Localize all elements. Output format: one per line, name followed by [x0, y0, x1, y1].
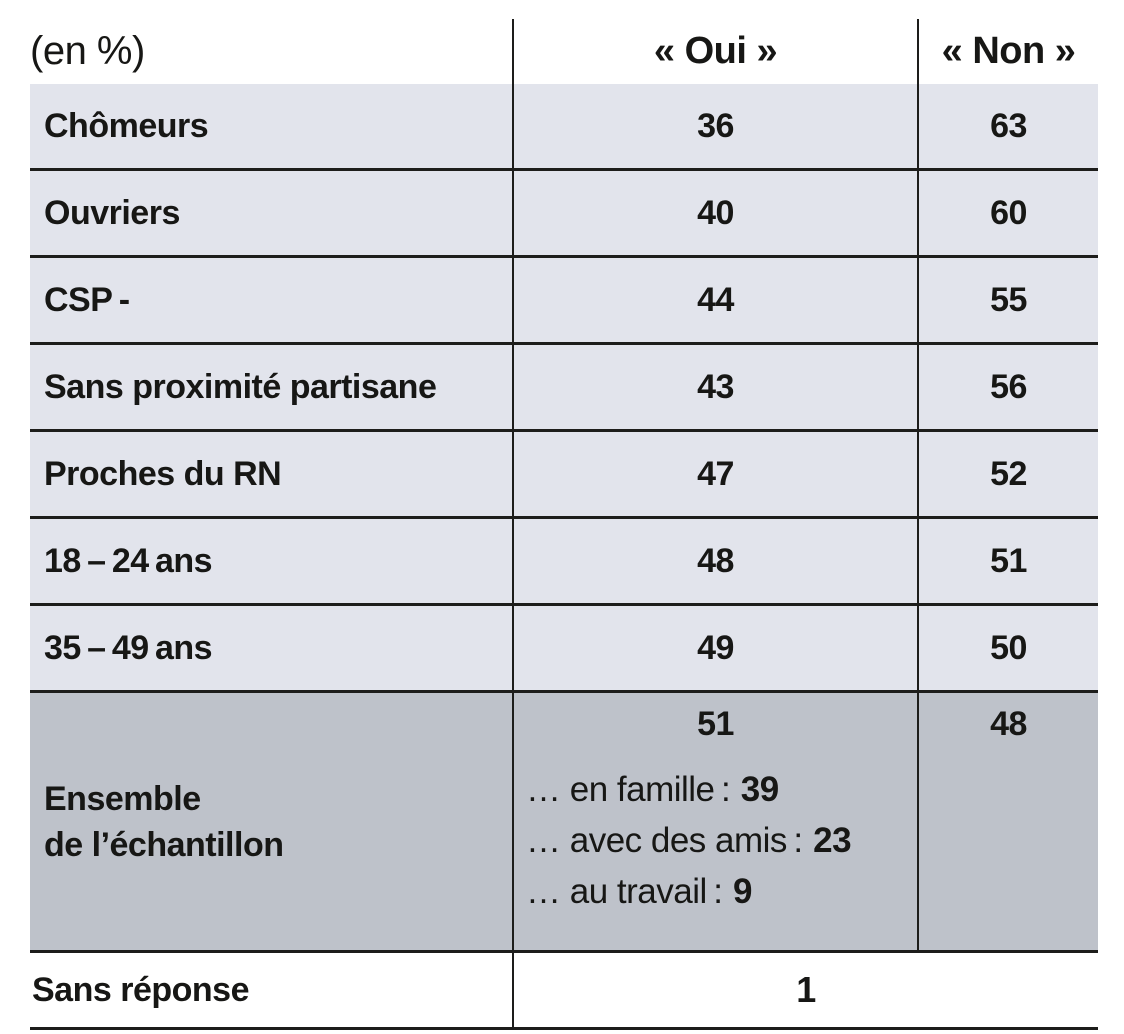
oui-value: 40: [512, 169, 918, 258]
oui-breakdown: … en famille :39 … avec des amis : 23 … a…: [514, 764, 917, 917]
non-value: 56: [917, 343, 1098, 432]
non-value: 52: [917, 430, 1098, 519]
oui-value: 49: [512, 604, 918, 693]
non-value: 63: [917, 84, 1098, 171]
unit-label: (en %): [30, 19, 513, 84]
ensemble-label-line1: Ensemble: [44, 779, 201, 818]
breakdown-text: … au travail :: [526, 872, 723, 911]
header-row: (en %) « Oui » « Non »: [30, 19, 1098, 84]
breakdown-value: 39: [740, 770, 779, 809]
row-label: 18 – 24 ans: [30, 517, 513, 606]
row-label: Sans réponse: [30, 951, 513, 1030]
breakdown-line: … avec des amis : 23: [526, 815, 917, 866]
non-value: 48: [917, 691, 1098, 953]
oui-value: 44: [512, 256, 918, 345]
table-row: 35 – 49 ans 49 50: [30, 604, 1098, 693]
ensemble-label-line2: de l’échantillon: [44, 825, 284, 864]
table-row: Sans proximité partisane 43 56: [30, 343, 1098, 432]
oui-value: 43: [512, 343, 918, 432]
breakdown-line: … en famille :39: [526, 764, 917, 815]
table-row: 18 – 24 ans 48 51: [30, 517, 1098, 606]
breakdown-line: … au travail :9: [526, 866, 917, 917]
ensemble-row: Ensemble de l’échantillon 51 … en famill…: [30, 691, 1098, 953]
row-label: 35 – 49 ans: [30, 604, 513, 693]
row-label: Sans proximité partisane: [30, 343, 513, 432]
non-value: 60: [917, 169, 1098, 258]
breakdown-value: 9: [732, 872, 752, 911]
breakdown-text: … en famille :: [526, 770, 731, 809]
row-label: Ensemble de l’échantillon: [30, 691, 513, 953]
row-label: CSP -: [30, 256, 513, 345]
oui-value: 36: [512, 84, 918, 171]
table-row: CSP - 44 55: [30, 256, 1098, 345]
oui-value: 47: [512, 430, 918, 519]
non-value: 51: [917, 517, 1098, 606]
ensemble-oui-cell: 51 … en famille :39 … avec des amis : 23 …: [512, 691, 918, 953]
survey-table: (en %) « Oui » « Non » Chômeurs 36 63 Ou…: [30, 19, 1098, 1030]
footer-row: Sans réponse 1: [30, 951, 1098, 1030]
oui-value: 48: [512, 517, 918, 606]
row-label: Proches du RN: [30, 430, 513, 519]
table-row: Proches du RN 47 52: [30, 430, 1098, 519]
table-row: Chômeurs 36 63: [30, 84, 1098, 171]
non-value: 50: [917, 604, 1098, 693]
footer-value: 1: [512, 951, 1098, 1030]
non-value: 55: [917, 256, 1098, 345]
table-row: Ouvriers 40 60: [30, 169, 1098, 258]
row-label: Ouvriers: [30, 169, 513, 258]
row-label: Chômeurs: [30, 84, 513, 171]
breakdown-value: 23: [813, 821, 852, 860]
column-header-non: « Non »: [917, 19, 1098, 84]
column-header-oui: « Oui »: [512, 19, 918, 84]
oui-value: 51: [697, 705, 734, 743]
breakdown-text: … avec des amis :: [526, 821, 803, 860]
